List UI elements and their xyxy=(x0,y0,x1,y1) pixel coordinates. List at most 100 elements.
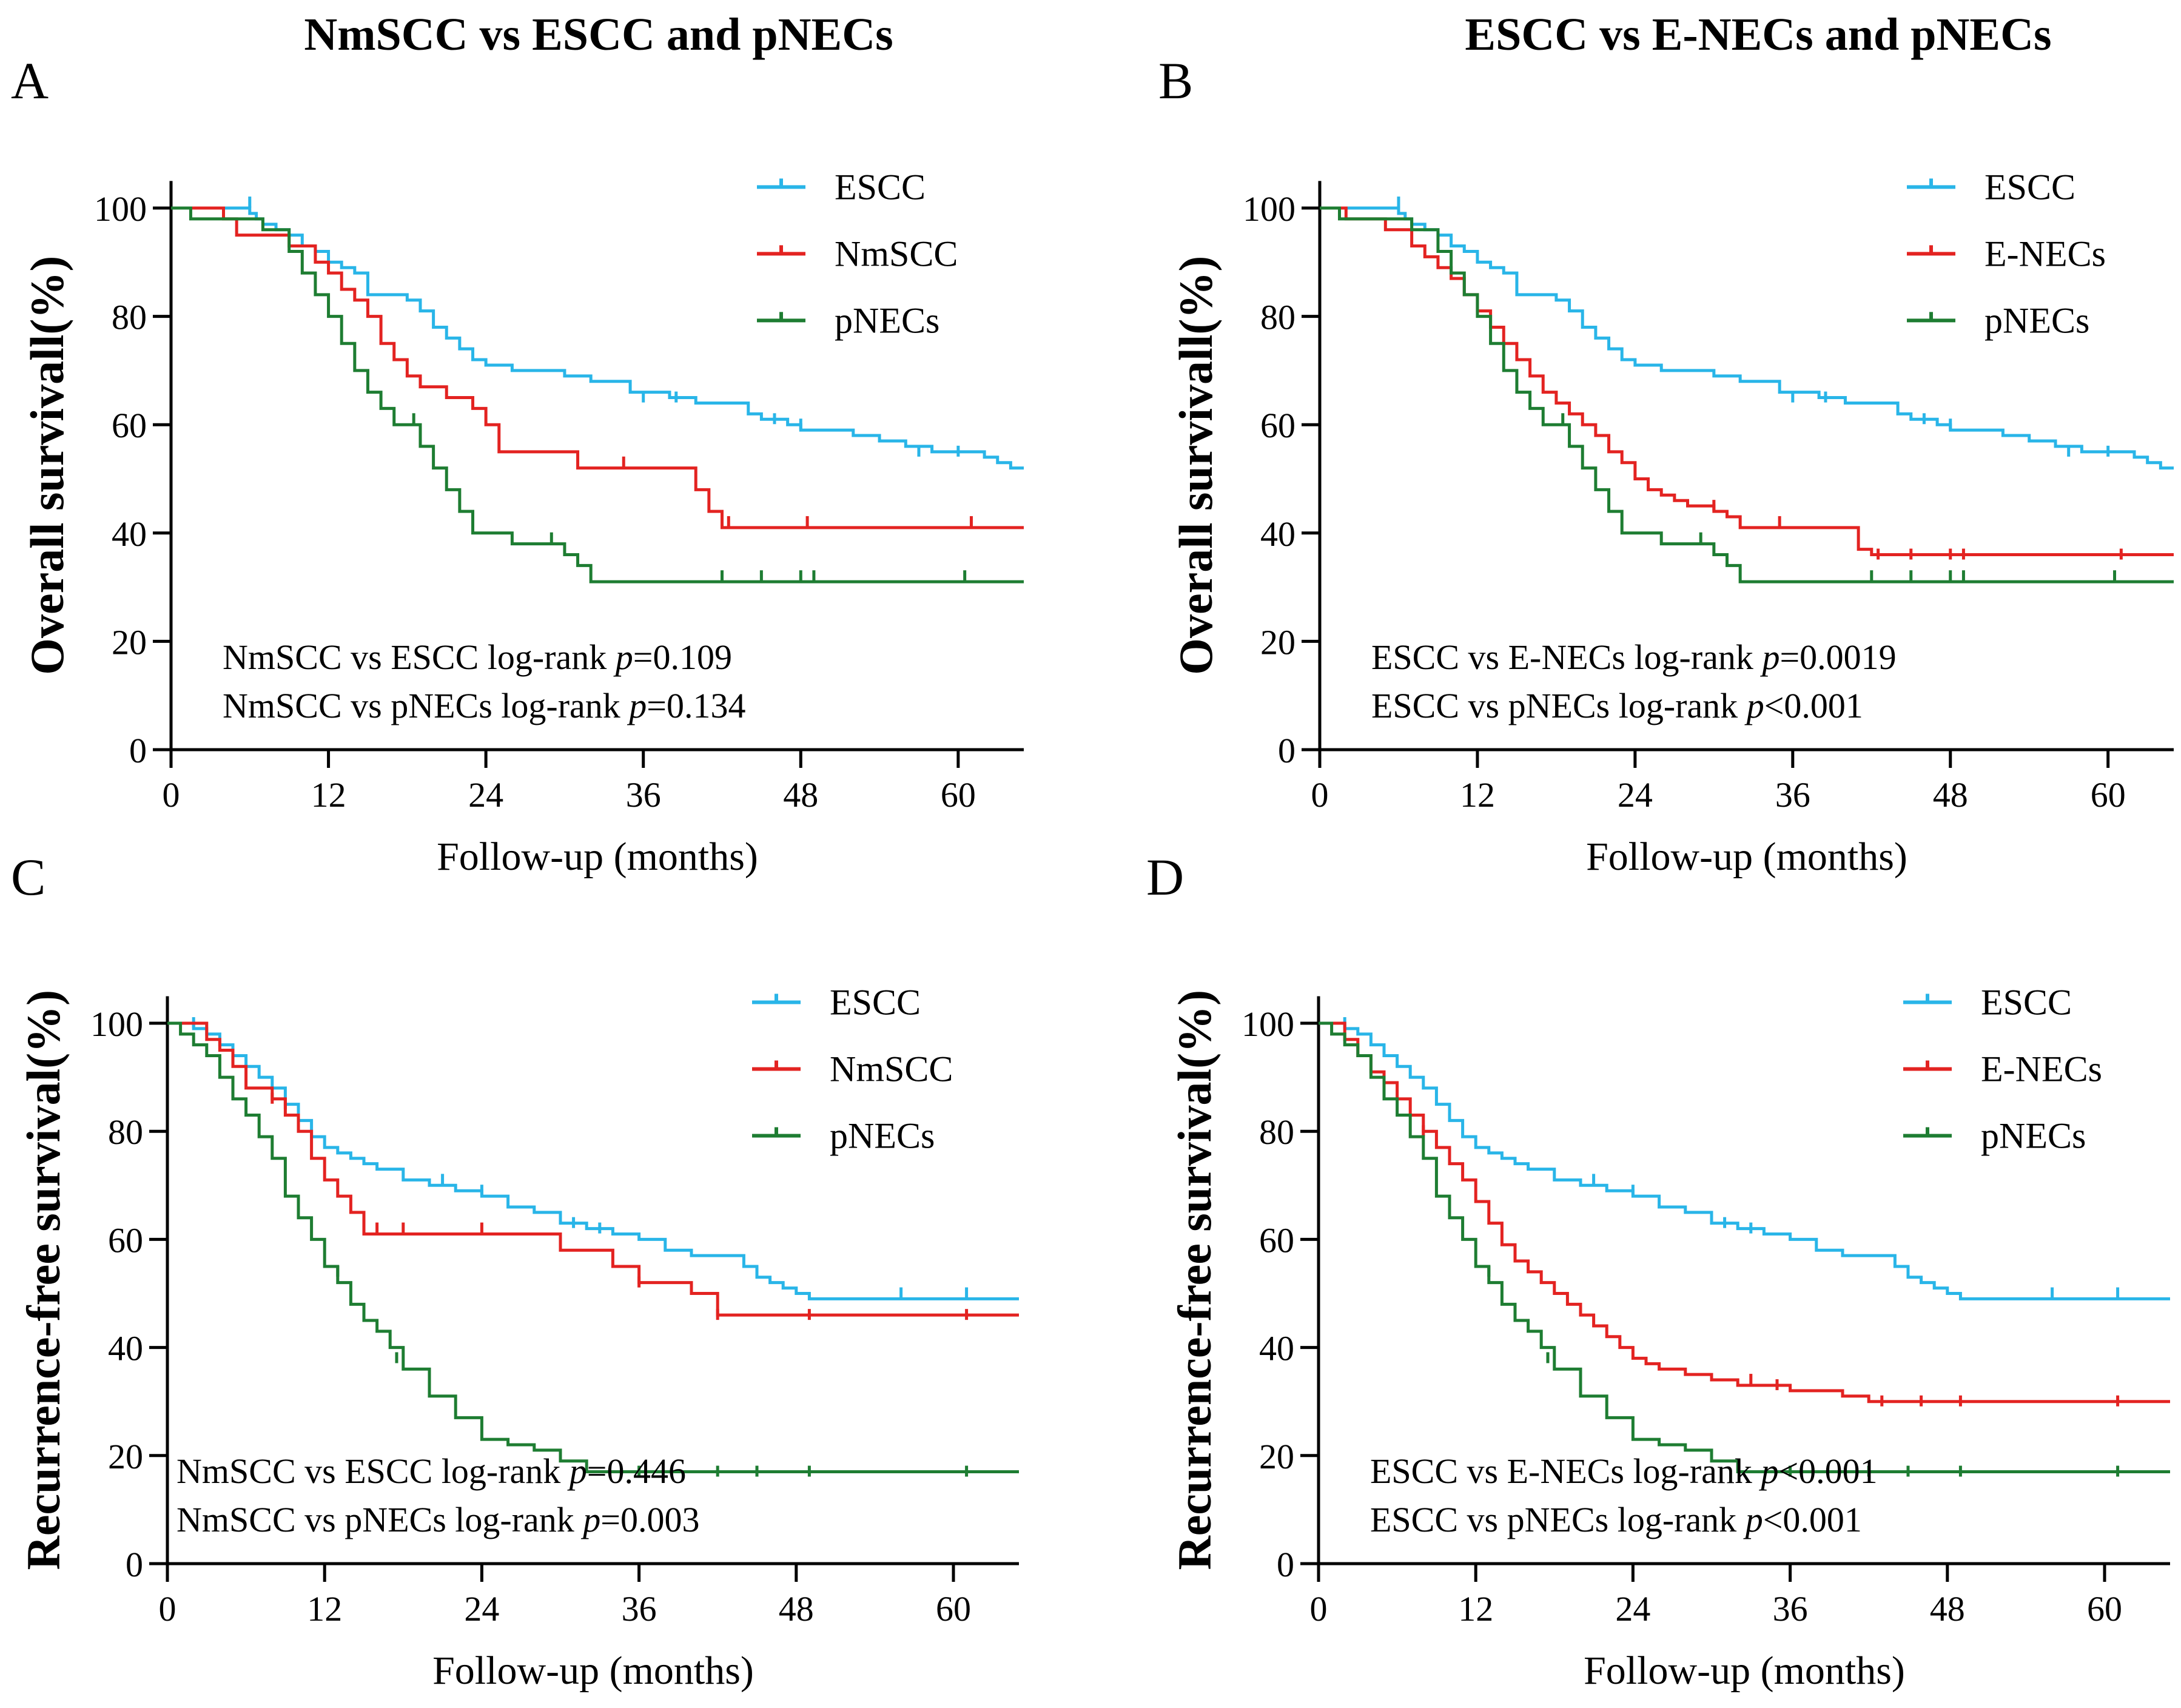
series-line-escc xyxy=(171,206,1024,470)
y-tick-label: 0 xyxy=(129,731,147,770)
series-line-pnecs xyxy=(171,206,1024,583)
y-tick-label: 20 xyxy=(1259,1437,1294,1476)
legend-label: ESCC xyxy=(830,982,921,1022)
x-axis-title: Follow-up (months) xyxy=(1586,835,1907,879)
x-tick-label: 48 xyxy=(1930,1589,1965,1629)
x-tick-label: 12 xyxy=(311,775,346,815)
x-tick-label: 0 xyxy=(159,1589,176,1629)
logrank-stat: NmSCC vs ESCC log-rank p=0.446 xyxy=(176,1451,686,1491)
legend-label: E-NECs xyxy=(1981,1049,2102,1089)
legend-label: ESCC xyxy=(835,167,926,207)
y-tick-label: 0 xyxy=(126,1545,143,1584)
series-line-pnecs xyxy=(1319,1021,2170,1474)
y-tick-label: 100 xyxy=(94,189,147,229)
x-tick-label: 0 xyxy=(1311,775,1329,815)
x-tick-label: 12 xyxy=(307,1589,342,1629)
legend-label: E-NECs xyxy=(1984,234,2106,274)
y-tick-label: 20 xyxy=(108,1437,143,1476)
y-tick-label: 80 xyxy=(1259,1112,1294,1152)
y-tick-label: 40 xyxy=(108,1329,143,1368)
y-tick-label: 20 xyxy=(112,622,147,662)
x-tick-label: 0 xyxy=(163,775,180,815)
x-tick-label: 36 xyxy=(1775,775,1810,815)
y-tick-label: 40 xyxy=(1260,514,1295,554)
panel-letter: D xyxy=(1146,848,1184,906)
series-line-e-necs xyxy=(1320,206,2174,557)
y-axis-title: Overall survivall(%) xyxy=(1169,256,1222,675)
y-tick-label: 60 xyxy=(1260,406,1295,445)
x-tick-label: 60 xyxy=(941,775,976,815)
x-tick-label: 60 xyxy=(936,1589,971,1629)
x-tick-label: 48 xyxy=(779,1589,814,1629)
panel-b: B 0 20 40 60 80 100 0 12 24 36 48 60 Follow-up (month… xyxy=(1158,52,2174,879)
logrank-stat: NmSCC vs ESCC log-rank p=0.109 xyxy=(223,637,732,677)
x-axis-title: Follow-up (months) xyxy=(432,1649,754,1693)
series-line-nmscc xyxy=(171,206,1024,530)
series-line-pnecs xyxy=(167,1021,1019,1474)
logrank-stat: ESCC vs E-NECs log-rank p<0.001 xyxy=(1370,1451,1878,1491)
panel-d: D 0 20 40 60 80 100 0 12 24 36 48 60 Follow-up (month… xyxy=(1146,848,2170,1693)
x-tick-label: 36 xyxy=(626,775,661,815)
y-tick-label: 60 xyxy=(112,406,147,445)
legend-label: pNECs xyxy=(1981,1115,2086,1155)
x-tick-label: 36 xyxy=(1773,1589,1808,1629)
panel-letter: A xyxy=(11,52,49,110)
y-tick-label: 20 xyxy=(1260,622,1295,662)
x-tick-label: 36 xyxy=(622,1589,657,1629)
panel-letter: B xyxy=(1158,52,1193,110)
legend-label: ESCC xyxy=(1981,982,2072,1022)
y-tick-label: 0 xyxy=(1277,1545,1294,1584)
series-line-escc xyxy=(167,1021,1019,1300)
x-axis-title: Follow-up (months) xyxy=(1584,1649,1905,1693)
y-axis-title: Recurrence-free survival(%) xyxy=(1168,990,1221,1570)
x-tick-label: 60 xyxy=(2087,1589,2122,1629)
series-line-escc xyxy=(1320,206,2174,470)
x-tick-label: 12 xyxy=(1458,1589,1493,1629)
y-tick-label: 0 xyxy=(1278,731,1295,770)
y-tick-label: 100 xyxy=(90,1004,143,1044)
legend-label: ESCC xyxy=(1984,167,2075,207)
x-tick-label: 24 xyxy=(1618,775,1653,815)
logrank-stat: ESCC vs E-NECs log-rank p=0.0019 xyxy=(1371,637,1897,677)
panel-letter: C xyxy=(11,848,45,906)
logrank-stat: ESCC vs pNECs log-rank p<0.001 xyxy=(1370,1500,1862,1539)
series-line-e-necs xyxy=(1319,1021,2170,1404)
y-tick-label: 80 xyxy=(1260,298,1295,337)
legend-label: NmSCC xyxy=(835,234,958,274)
panel-c: C 0 20 40 60 80 100 0 12 24 36 48 60 Follow-up (month… xyxy=(11,848,1019,1693)
y-tick-label: 100 xyxy=(1242,1004,1294,1044)
x-axis-title: Follow-up (months) xyxy=(437,835,758,879)
series-line-escc xyxy=(1319,1021,2170,1300)
x-tick-label: 24 xyxy=(1615,1589,1650,1629)
right-column-title: ESCC vs E-NECs and pNECs xyxy=(1465,9,2051,60)
x-tick-label: 60 xyxy=(2091,775,2126,815)
y-tick-label: 60 xyxy=(1259,1220,1294,1260)
y-tick-label: 40 xyxy=(112,514,147,554)
logrank-stat: NmSCC vs pNECs log-rank p=0.134 xyxy=(223,686,745,725)
panels: A 0 20 40 60 80 100 0 12 24 36 48 60 Follow-up (month… xyxy=(11,52,2174,1693)
legend-label: pNECs xyxy=(835,300,939,340)
x-tick-label: 48 xyxy=(783,775,818,815)
series-line-nmscc xyxy=(167,1021,1019,1317)
y-tick-label: 80 xyxy=(112,298,147,337)
x-tick-label: 0 xyxy=(1310,1589,1328,1629)
panel-a: A 0 20 40 60 80 100 0 12 24 36 48 60 Follow-up (month… xyxy=(11,52,1024,879)
y-tick-label: 80 xyxy=(108,1112,143,1152)
logrank-stat: ESCC vs pNECs log-rank p<0.001 xyxy=(1371,686,1863,725)
x-tick-label: 24 xyxy=(464,1589,499,1629)
y-tick-label: 100 xyxy=(1243,189,1295,229)
logrank-stat: NmSCC vs pNECs log-rank p=0.003 xyxy=(176,1500,699,1539)
y-axis-title: Overall survivall(%) xyxy=(21,256,73,675)
series-line-pnecs xyxy=(1320,206,2174,583)
y-axis-title: Recurrence-free survival(%) xyxy=(17,990,70,1570)
y-tick-label: 40 xyxy=(1259,1329,1294,1368)
x-tick-label: 12 xyxy=(1460,775,1495,815)
y-tick-label: 60 xyxy=(108,1220,143,1260)
left-column-title: NmSCC vs ESCC and pNECs xyxy=(304,9,893,60)
legend-label: pNECs xyxy=(830,1115,935,1155)
legend-label: pNECs xyxy=(1984,300,2089,340)
legend-label: NmSCC xyxy=(830,1049,953,1089)
x-tick-label: 24 xyxy=(468,775,503,815)
x-tick-label: 48 xyxy=(1933,775,1968,815)
